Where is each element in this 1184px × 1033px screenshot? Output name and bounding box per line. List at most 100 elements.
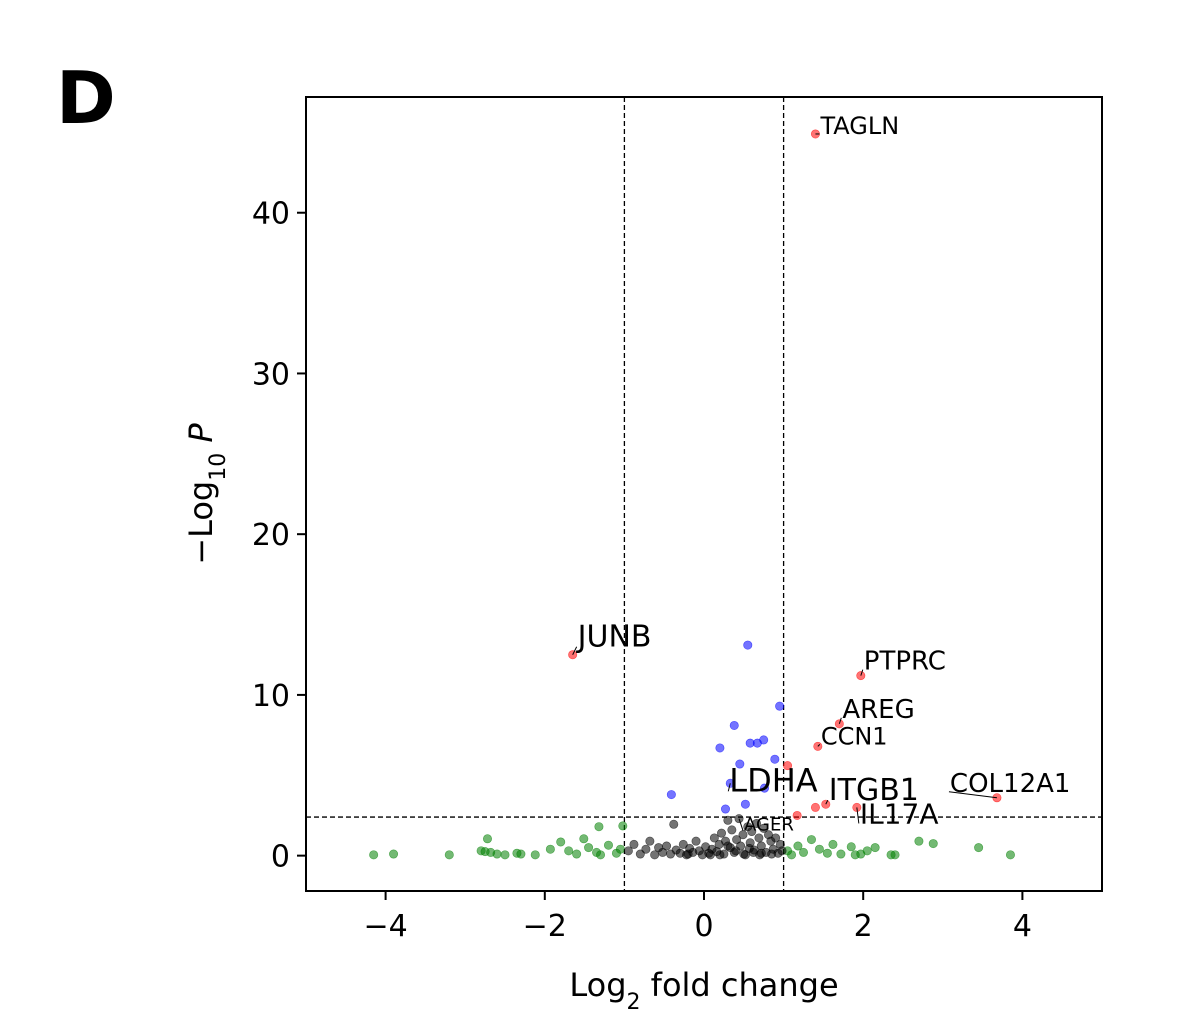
point-not-significant [747,827,757,837]
label-leader [727,783,731,792]
point-fc-only [862,846,872,856]
point-not-significant [641,844,651,854]
point-not-significant [744,843,754,853]
point-fc-only [836,849,846,859]
x-tick-label: 0 [694,909,713,944]
point-fc-only [822,848,832,858]
point-significant [792,810,802,820]
point-fc-only [444,850,454,860]
label-leader [856,807,860,824]
y-tick-label: 0 [271,840,290,875]
point-fc-only [798,847,808,857]
point-p-only [735,759,745,769]
point-not-significant [623,846,633,856]
gene-label-ager: AGER [744,815,794,836]
point-fc-only [596,850,606,860]
x-tick-label: −4 [363,909,407,944]
y-tick-label: 10 [252,679,290,714]
x-tick-label: −2 [523,909,567,944]
point-fc-only [545,844,555,854]
gene-label-il17a: IL17A [860,797,939,830]
point-fc-only [572,849,582,859]
point-not-significant [756,848,766,858]
gene-label-ccn1: CCN1 [821,722,888,750]
point-not-significant [717,828,727,838]
point-not-significant [709,833,719,843]
point-not-significant [771,833,781,843]
panel-letter: D [56,56,116,140]
point-p-only [759,783,769,793]
label-leader [825,799,829,805]
point-fc-only [870,843,880,853]
point-not-significant [645,836,655,846]
gene-label-itgb1: ITGB1 [829,773,919,808]
point-fc-only [603,840,613,850]
y-tick-label: 40 [252,197,290,232]
point-not-significant [731,846,741,856]
point-fc-only [890,850,900,860]
label-leader [817,743,821,747]
point-fc-only [369,850,379,860]
point-not-significant [754,833,764,843]
point-p-only [740,799,750,809]
point-significant [810,802,820,812]
threshold-lines [306,97,1102,891]
point-fc-only [974,843,984,853]
point-fc-only [828,839,838,849]
point-not-significant [705,850,715,860]
point-fc-only [389,849,399,859]
point-p-only [743,640,753,650]
point-not-significant [715,850,725,860]
point-not-significant [777,846,787,856]
point-fc-only [914,836,924,846]
point-p-only [759,735,769,745]
point-fc-only [594,822,604,832]
point-not-significant [669,819,679,829]
y-tick-label: 20 [252,518,290,553]
point-not-significant [759,823,769,833]
gene-label-tagln: TAGLN [819,112,899,140]
gene-label-areg: AREG [842,695,914,725]
label-leader [738,818,744,831]
point-fc-only [492,849,502,859]
point-fc-only [615,844,625,854]
point-not-significant [752,818,762,828]
y-axis-label: −Log10 P [182,423,231,565]
point-fc-only [556,837,566,847]
point-fc-only [530,850,540,860]
point-significant [783,761,793,771]
point-fc-only [579,834,589,844]
point-fc-only [806,835,816,845]
point-fc-only [1005,850,1015,860]
x-tick-label: 2 [854,909,873,944]
point-not-significant [691,836,701,846]
gene-label-ldha: LDHA [729,761,818,799]
point-not-significant [739,849,749,859]
point-not-significant [662,841,672,851]
point-fc-only [516,849,526,859]
x-axis-label: Log2 fold change [569,966,838,1015]
point-not-significant [723,815,733,825]
gene-label-ptprc: PTPRC [864,647,946,677]
y-tick-label: 30 [252,357,290,392]
point-not-significant [723,841,733,851]
data-points [369,129,1015,860]
label-leader [948,791,997,799]
point-p-only [715,743,725,753]
point-not-significant [732,835,742,845]
point-fc-only [564,846,574,856]
point-not-significant [629,839,639,849]
label-leader [838,717,842,725]
point-fc-only [500,850,510,860]
label-leader [572,646,578,655]
point-p-only [666,790,676,800]
point-fc-only [846,842,856,852]
point-fc-only [584,843,594,853]
point-fc-only [814,844,824,854]
x-tick-label: 4 [1013,909,1032,944]
point-fc-only [793,841,803,851]
point-fc-only [618,821,628,831]
point-p-only [775,701,785,711]
